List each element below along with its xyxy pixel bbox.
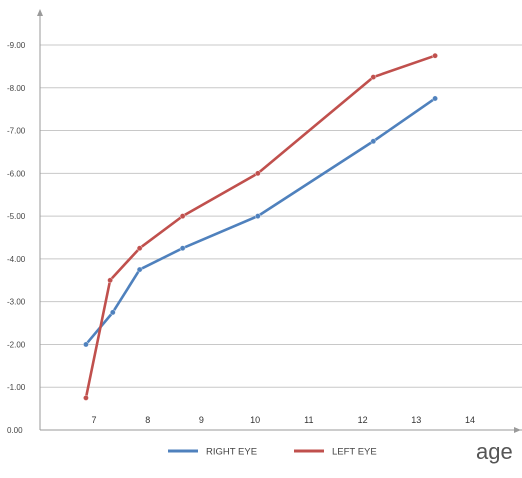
y-tick-label-9: -9.00 xyxy=(7,41,26,50)
series-0-point-1 xyxy=(109,309,116,316)
y-tick-label-4: -4.00 xyxy=(7,255,26,264)
x-tick-label-2: 9 xyxy=(199,415,204,425)
x-tick-label-0: 7 xyxy=(91,415,96,425)
legend: RIGHT EYE LEFT EYE xyxy=(168,447,377,458)
x-tick-label-4: 11 xyxy=(304,415,313,425)
series-1-point-1 xyxy=(107,277,114,284)
series-1-point-2 xyxy=(136,245,143,252)
x-axis-label: age xyxy=(476,439,513,464)
series-line-1 xyxy=(84,54,437,400)
y-tick-label-1: -1.00 xyxy=(7,383,26,392)
series-line-0 xyxy=(84,97,437,346)
x-tick-label-7: 14 xyxy=(465,415,475,425)
y-tick-label-8: -8.00 xyxy=(7,84,26,93)
y-tick-label-3: -3.00 xyxy=(7,298,26,307)
series-0-point-4 xyxy=(254,213,261,220)
y-tick-label-6: -6.00 xyxy=(7,169,26,178)
series-0-point-2 xyxy=(136,266,143,273)
x-tick-label-5: 12 xyxy=(358,415,368,425)
legend-label-0: RIGHT EYE xyxy=(206,447,257,458)
y-tick-label-2: -2.00 xyxy=(7,340,26,349)
series-lines xyxy=(83,52,438,401)
series-0-point-5 xyxy=(370,138,377,145)
series-0-point-6 xyxy=(432,95,438,102)
series-0-point-3 xyxy=(179,245,186,252)
x-tick-labels: 7 8 9 10 11 12 13 14 xyxy=(91,415,475,425)
y-axis-arrow xyxy=(37,9,43,16)
y-tick-labels: 0.00 -1.00 -2.00 -3.00 -4.00 -5.00 -6.00 -7.00 -… xyxy=(7,41,26,435)
axes xyxy=(37,9,522,433)
y-tick-label-0: 0.00 xyxy=(7,426,23,435)
grid-lines xyxy=(40,44,522,388)
series-0-point-0 xyxy=(83,341,89,348)
y-tick-label-5: -5.00 xyxy=(7,212,26,221)
x-tick-label-6: 13 xyxy=(411,415,421,425)
series-1-point-3 xyxy=(179,213,186,220)
y-tick-label-7: -7.00 xyxy=(7,127,26,136)
series-1-point-4 xyxy=(254,170,261,177)
x-tick-label-1: 8 xyxy=(145,415,150,425)
x-tick-label-3: 10 xyxy=(250,415,260,425)
legend-label-1: LEFT EYE xyxy=(332,447,377,458)
x-axis-arrow xyxy=(514,427,521,433)
series-1-point-0 xyxy=(83,395,89,401)
series-1-point-6 xyxy=(432,52,438,59)
series-1-point-5 xyxy=(370,74,377,80)
